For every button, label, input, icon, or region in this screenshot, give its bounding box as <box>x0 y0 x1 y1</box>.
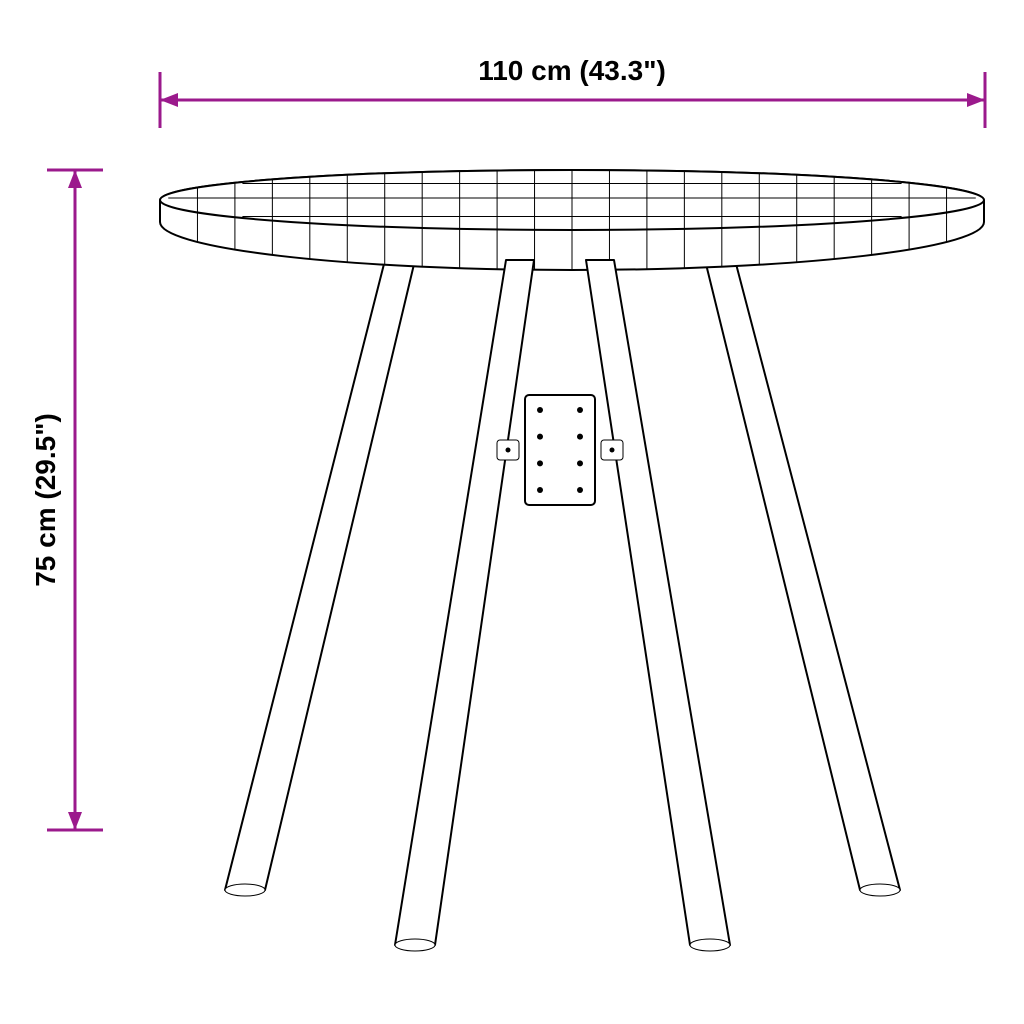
height-dimension: 75 cm (29.5") <box>30 170 103 830</box>
legs-back <box>225 260 900 896</box>
table-illustration <box>160 170 984 951</box>
width-label: 110 cm (43.3") <box>478 55 666 86</box>
height-label: 75 cm (29.5") <box>30 413 61 587</box>
legs-front <box>395 260 730 951</box>
technical-drawing: 110 cm (43.3") 75 cm (29.5") <box>0 0 1024 1024</box>
center-bracket <box>525 395 595 505</box>
width-dimension: 110 cm (43.3") <box>160 55 985 128</box>
